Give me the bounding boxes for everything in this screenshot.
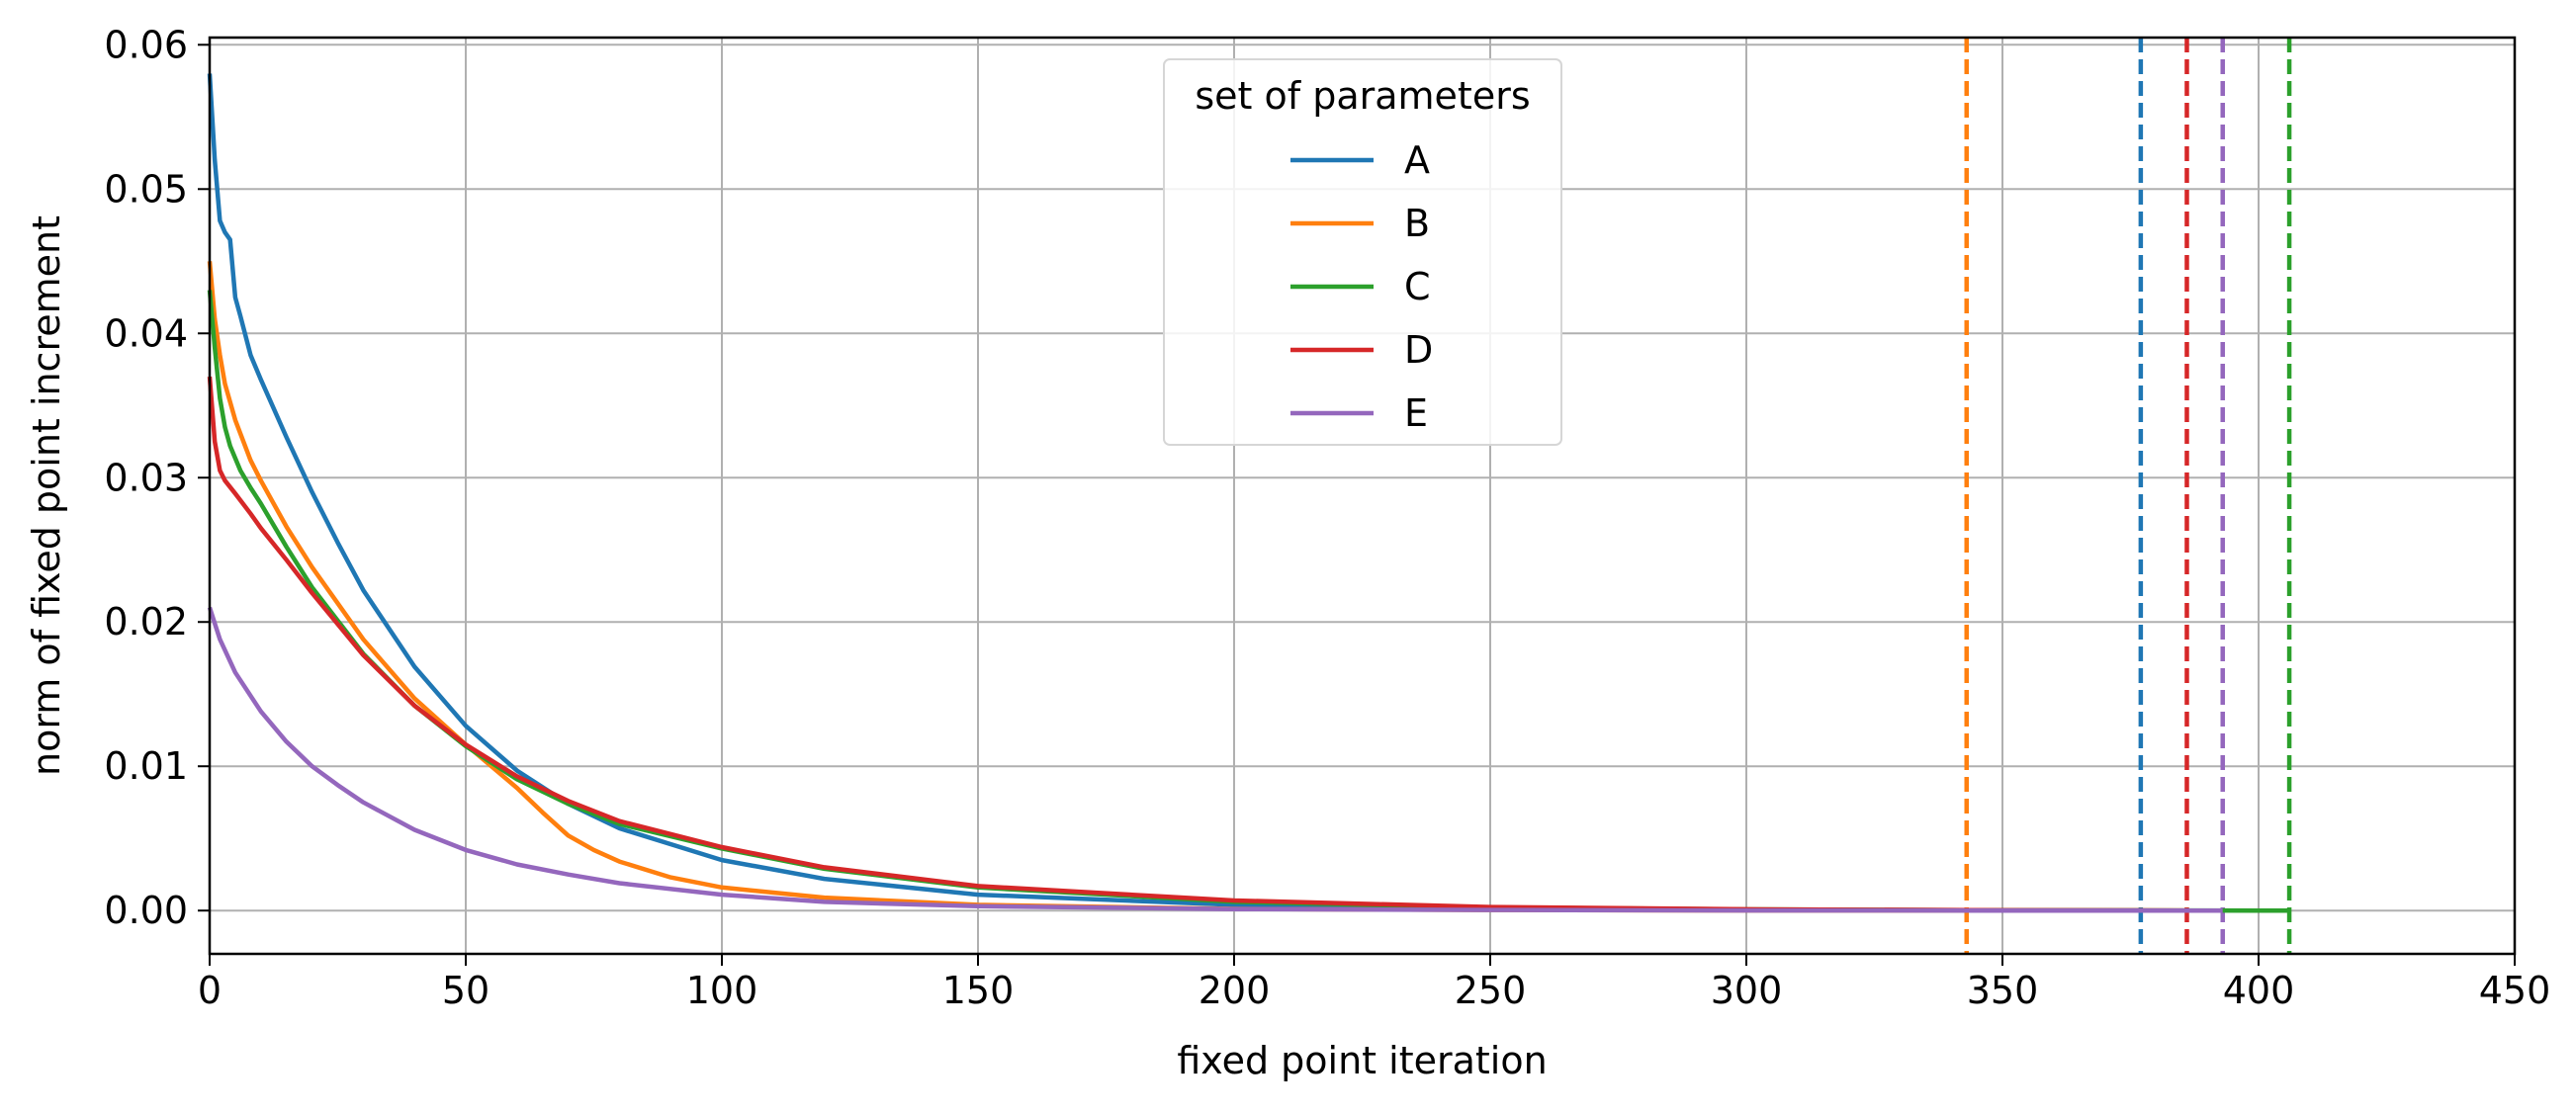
series-line-d [207, 376, 2187, 913]
plot-frame [208, 36, 2517, 956]
legend-label-e: E [1404, 391, 1428, 435]
y-tick-label: 0.05 [104, 167, 188, 211]
x-tick-label: 150 [942, 969, 1015, 1012]
legend-label-a: A [1404, 138, 1430, 182]
x-axis-label: fixed point iteration [1177, 1039, 1547, 1082]
x-axis-ticks: 0 50 100 150 200 250 300 350 400 450 [198, 954, 2550, 1012]
x-tick-label: 100 [686, 969, 758, 1012]
y-axis-label: norm of fixed point increment [25, 215, 68, 776]
legend-box [1163, 58, 1562, 446]
x-tick-label: 250 [1455, 969, 1527, 1012]
x-tick-label: 450 [2479, 969, 2551, 1012]
x-tick-label: 350 [1967, 969, 2039, 1012]
convergence-markers [1964, 38, 2292, 954]
x-tick-label: 300 [1711, 969, 1783, 1012]
y-tick-label: 0.06 [104, 23, 188, 66]
y-tick-label: 0.03 [104, 456, 188, 499]
series-line-e [207, 606, 2223, 913]
y-tick-label: 0.04 [104, 311, 188, 355]
x-tick-label: 400 [2223, 969, 2295, 1012]
y-tick-label: 0.00 [104, 889, 188, 932]
legend-title: set of parameters [1195, 74, 1530, 118]
legend-label-c: C [1404, 265, 1431, 308]
x-tick-label: 0 [198, 969, 222, 1012]
x-tick-label: 200 [1199, 969, 1271, 1012]
series-lines [207, 73, 2290, 913]
legend-label-b: B [1404, 202, 1430, 245]
y-tick-label: 0.01 [104, 744, 188, 788]
x-tick-label: 50 [442, 969, 489, 1012]
y-axis-ticks: 0.00 0.01 0.02 0.03 0.04 0.05 0.06 [104, 23, 210, 932]
series-line-a [207, 73, 2141, 913]
y-tick-label: 0.02 [104, 600, 188, 643]
legend-label-d: D [1404, 328, 1433, 372]
